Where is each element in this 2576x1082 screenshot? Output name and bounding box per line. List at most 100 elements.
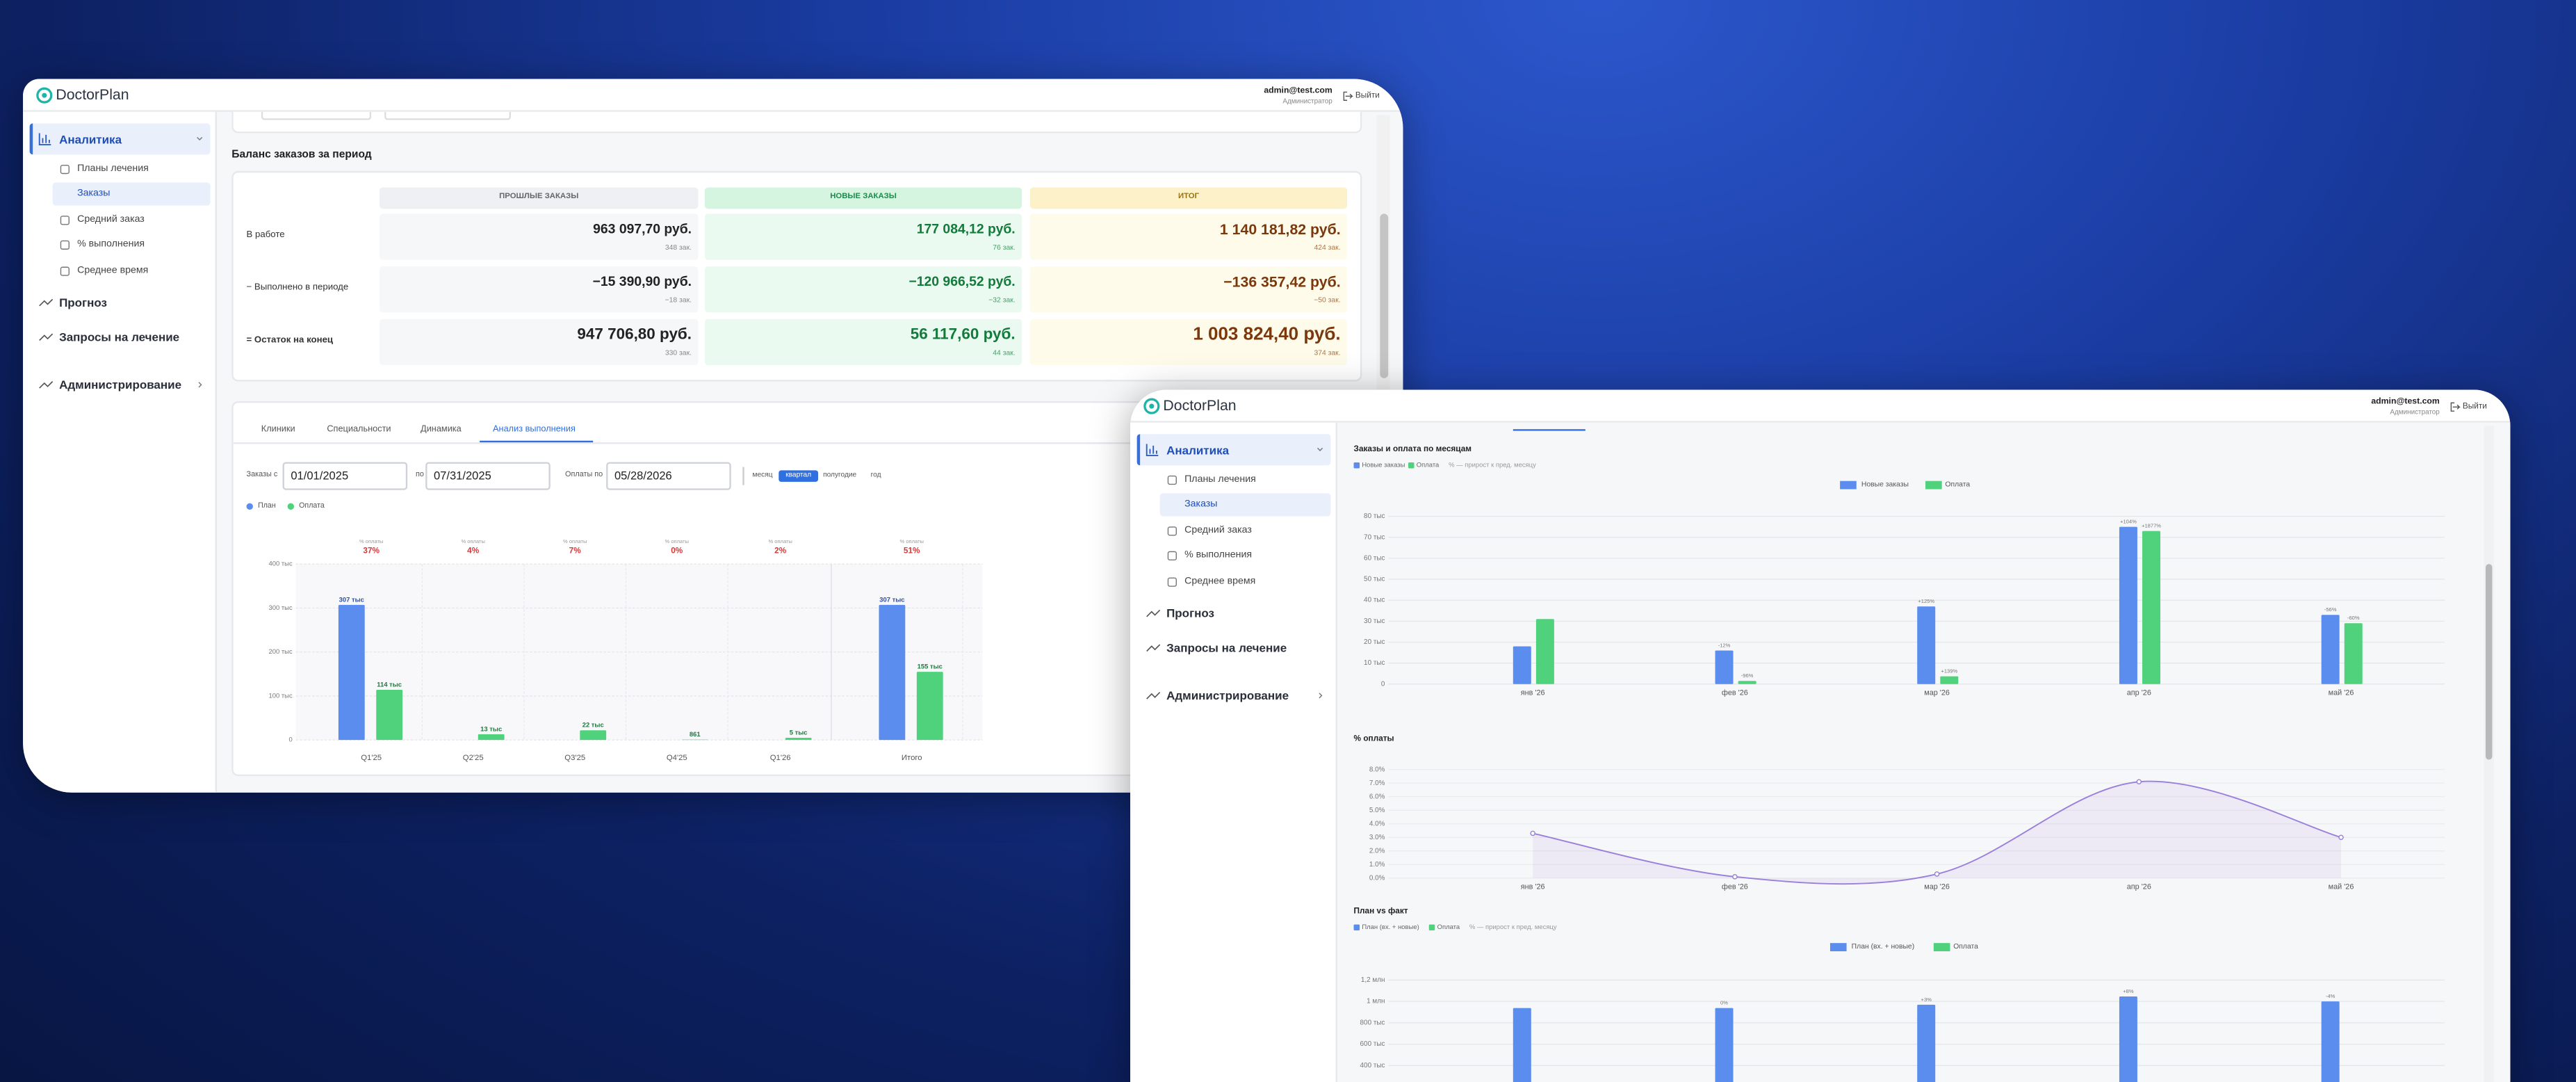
- amount: 177 084,12 руб.: [916, 221, 1016, 237]
- nav-item[interactable]: Администрирование: [59, 377, 182, 392]
- overlay: 0 10 тыс 20 тыс 30 тыс 40 тыс 50 тыс 60 тыс 70 …: [1353, 462, 2445, 1082]
- y-tick-label: 6.0%: [1369, 793, 1385, 800]
- legend-swatch: [1428, 924, 1435, 930]
- nav-sub-item[interactable]: Средний заказ: [1184, 526, 1252, 536]
- logout-button[interactable]: Выйти: [1355, 90, 1380, 101]
- share-caption: % оплаты: [359, 538, 383, 544]
- tab[interactable]: Динамика: [421, 423, 462, 434]
- scrollbar-thumb: [2486, 564, 2493, 760]
- date-input[interactable]: [282, 462, 408, 490]
- x-tick-label: апр '26: [2127, 689, 2151, 697]
- nav-item[interactable]: Запросы на лечение: [59, 329, 180, 345]
- value-label: 155 тыс: [918, 663, 943, 670]
- nav-sub-item[interactable]: Средний заказ: [77, 215, 145, 225]
- period-option[interactable]: полугодие: [823, 469, 857, 478]
- y-tick-label: 4.0%: [1369, 820, 1385, 827]
- row-label: = Остаток на конец: [246, 335, 334, 346]
- overlay: [1146, 444, 1323, 700]
- growth-label: +8%: [2123, 988, 2134, 994]
- nav-item[interactable]: Аналитика: [59, 131, 122, 147]
- bar: [2344, 623, 2363, 684]
- date-input[interactable]: [606, 462, 731, 490]
- y-tick-label: 2.0%: [1369, 847, 1385, 855]
- nav-sub-active-bg: [52, 182, 211, 206]
- period-option[interactable]: месяц: [752, 469, 773, 478]
- period-active: [778, 469, 819, 481]
- amount: 963 097,70 руб.: [593, 221, 692, 237]
- nav-sub-item[interactable]: Заказы: [77, 188, 111, 200]
- main-area: [1337, 422, 2511, 1082]
- legend-swatch: [1353, 924, 1360, 930]
- nav-item[interactable]: Прогноз: [59, 295, 107, 310]
- nav-item[interactable]: Администрирование: [1166, 688, 1289, 703]
- nav-sub-icon: [60, 164, 70, 175]
- growth-label: +3%: [1921, 996, 1932, 1003]
- growth-label: -60%: [2347, 615, 2360, 621]
- chart-title: % оплаты: [1353, 734, 1394, 745]
- nav-sub-item[interactable]: Планы лечения: [77, 164, 149, 175]
- nav-item[interactable]: Аналитика: [1166, 442, 1230, 458]
- y-tick-label: 40 тыс: [1364, 597, 1385, 604]
- date-input[interactable]: [425, 462, 551, 490]
- filter-card: [231, 111, 1362, 134]
- nav-sub-item[interactable]: Заказы: [1184, 499, 1218, 510]
- share-caption: % оплаты: [461, 538, 484, 544]
- amount: −15 390,90 руб.: [592, 274, 692, 289]
- nav-sub-icon: [1167, 551, 1177, 560]
- share-caption: % оплаты: [900, 538, 924, 544]
- y-tick-label: 7.0%: [1369, 780, 1385, 787]
- count: 330 зак.: [665, 348, 692, 357]
- y-tick-label: 8.0%: [1369, 766, 1385, 773]
- amount: −136 357,42 руб.: [1223, 273, 1341, 291]
- nav-sub-item[interactable]: % выполнения: [1184, 551, 1253, 561]
- y-tick-label: 50 тыс: [1364, 576, 1385, 583]
- share-caption: % оплаты: [665, 538, 689, 544]
- overlay: [1143, 398, 2461, 414]
- nav-sub-item[interactable]: % выполнения: [77, 240, 145, 250]
- y-tick-label: 200 тыс: [269, 648, 293, 656]
- chart-title: Заказы и оплата по месяцам: [1353, 444, 1472, 455]
- y-tick-label: 300 тыс: [269, 604, 293, 612]
- filter-field: [261, 111, 372, 120]
- amount: 56 117,60 руб.: [910, 325, 1016, 344]
- x-tick-label: Q1'26: [770, 754, 791, 762]
- date-value: 01/01/2025: [291, 470, 349, 482]
- area: [1533, 781, 2342, 885]
- period-option[interactable]: год: [870, 469, 881, 478]
- logout-icon: [1343, 91, 1353, 101]
- nav-sub-item[interactable]: Среднее время: [77, 266, 149, 277]
- count: 348 зак.: [665, 243, 692, 252]
- tab[interactable]: Анализ выполнения: [493, 423, 576, 434]
- amount: −120 966,52 руб.: [908, 274, 1016, 289]
- growth-label: +139%: [1941, 668, 1957, 674]
- nav-icon: [1146, 444, 1159, 456]
- value-label: 307 тыс: [879, 596, 904, 604]
- nav-item[interactable]: Запросы на лечение: [1166, 640, 1287, 656]
- row-label: В работе: [246, 230, 285, 241]
- nav-icon: [1146, 609, 1161, 617]
- nav-sub-icon: [1167, 526, 1177, 536]
- amount: 1 140 181,82 руб.: [1219, 221, 1341, 238]
- nav-sub-item[interactable]: Планы лечения: [1184, 475, 1256, 485]
- bar: [2321, 1001, 2340, 1082]
- period-option[interactable]: квартал: [785, 469, 812, 478]
- logout-button[interactable]: Выйти: [2462, 401, 2487, 412]
- y-tick-label: 20 тыс: [1364, 638, 1385, 646]
- x-tick-label: май '26: [2329, 689, 2354, 697]
- table-cell: [379, 318, 699, 365]
- y-tick-label: 1 млн: [1367, 998, 1385, 1006]
- tab[interactable]: Специальности: [327, 423, 391, 434]
- table-cell: [1029, 266, 1348, 313]
- growth-label: +104%: [2120, 519, 2137, 525]
- growth-label: -4%: [2326, 993, 2335, 999]
- tab[interactable]: Клиники: [261, 423, 295, 434]
- nav-sub-item[interactable]: Среднее время: [1184, 577, 1256, 588]
- legend-note: % — прирост к пред. месяцу: [1449, 460, 1536, 469]
- chart-title: План vs факт: [1353, 907, 1408, 917]
- value-label: 861: [690, 731, 701, 738]
- nav-item[interactable]: Прогноз: [1166, 606, 1215, 621]
- nav-icon: [39, 381, 54, 389]
- share-value: 0%: [671, 545, 683, 555]
- bar: [1513, 1008, 1531, 1082]
- x-tick-label: Q4'25: [667, 754, 687, 762]
